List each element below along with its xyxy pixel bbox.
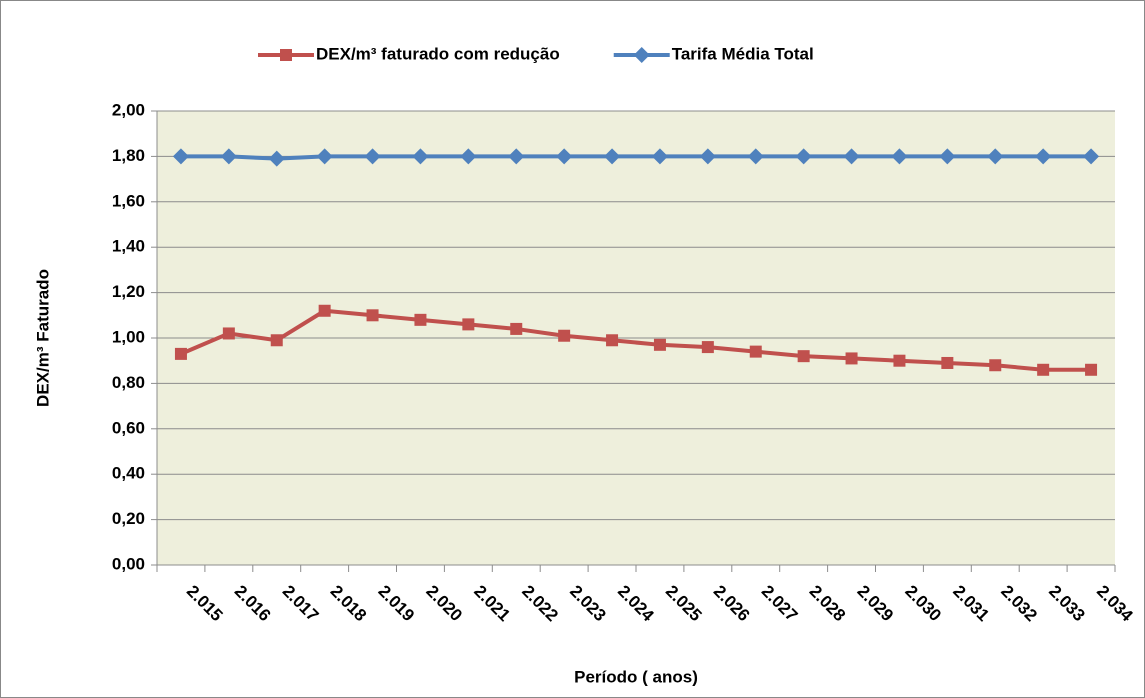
marker (1035, 148, 1052, 165)
marker (1037, 363, 1050, 376)
marker (412, 148, 429, 165)
marker (556, 148, 573, 165)
marker (318, 304, 331, 317)
marker (1085, 363, 1098, 376)
marker (268, 150, 285, 167)
marker (316, 148, 333, 165)
y-tick-label: 0,40 (112, 464, 145, 483)
marker (843, 148, 860, 165)
marker (795, 148, 812, 165)
x-axis-label: Período ( anos) (574, 667, 698, 686)
marker (172, 148, 189, 165)
y-axis-label: DEX/m³ Faturado (33, 269, 52, 407)
marker (749, 345, 762, 358)
marker (653, 338, 666, 351)
marker (460, 148, 477, 165)
marker (270, 334, 283, 347)
marker (893, 354, 906, 367)
y-tick-label: 0,00 (112, 554, 145, 573)
marker (845, 352, 858, 365)
y-tick-label: 0,80 (112, 373, 145, 392)
marker (604, 148, 621, 165)
marker (510, 322, 523, 335)
y-tick-label: 1,80 (112, 146, 145, 165)
marker (1083, 148, 1100, 165)
marker (364, 148, 381, 165)
marker (633, 47, 650, 63)
y-tick-label: 1,00 (112, 327, 145, 346)
y-tick-label: 1,20 (112, 282, 145, 301)
marker (366, 309, 379, 322)
legend-label: Tarifa Média Total (672, 44, 814, 63)
y-tick-label: 1,60 (112, 191, 145, 210)
marker (462, 318, 475, 331)
marker (414, 313, 427, 326)
marker (891, 148, 908, 165)
marker (939, 148, 956, 165)
marker (747, 148, 764, 165)
marker (651, 148, 668, 165)
y-tick-label: 0,20 (112, 509, 145, 528)
y-tick-label: 1,40 (112, 237, 145, 256)
y-tick-label: 0,60 (112, 418, 145, 437)
series-line (180, 308, 1092, 372)
marker (699, 148, 716, 165)
legend-label: DEX/m³ faturado com redução (316, 44, 560, 63)
marker (280, 49, 292, 61)
marker (606, 334, 619, 347)
marker (558, 329, 571, 342)
marker (508, 148, 525, 165)
marker (987, 148, 1004, 165)
marker (222, 327, 235, 340)
marker (797, 350, 810, 363)
marker (174, 347, 187, 360)
marker (989, 359, 1002, 372)
marker (941, 356, 954, 369)
marker (220, 148, 237, 165)
marker (701, 341, 714, 354)
y-tick-label: 2,00 (112, 100, 145, 119)
